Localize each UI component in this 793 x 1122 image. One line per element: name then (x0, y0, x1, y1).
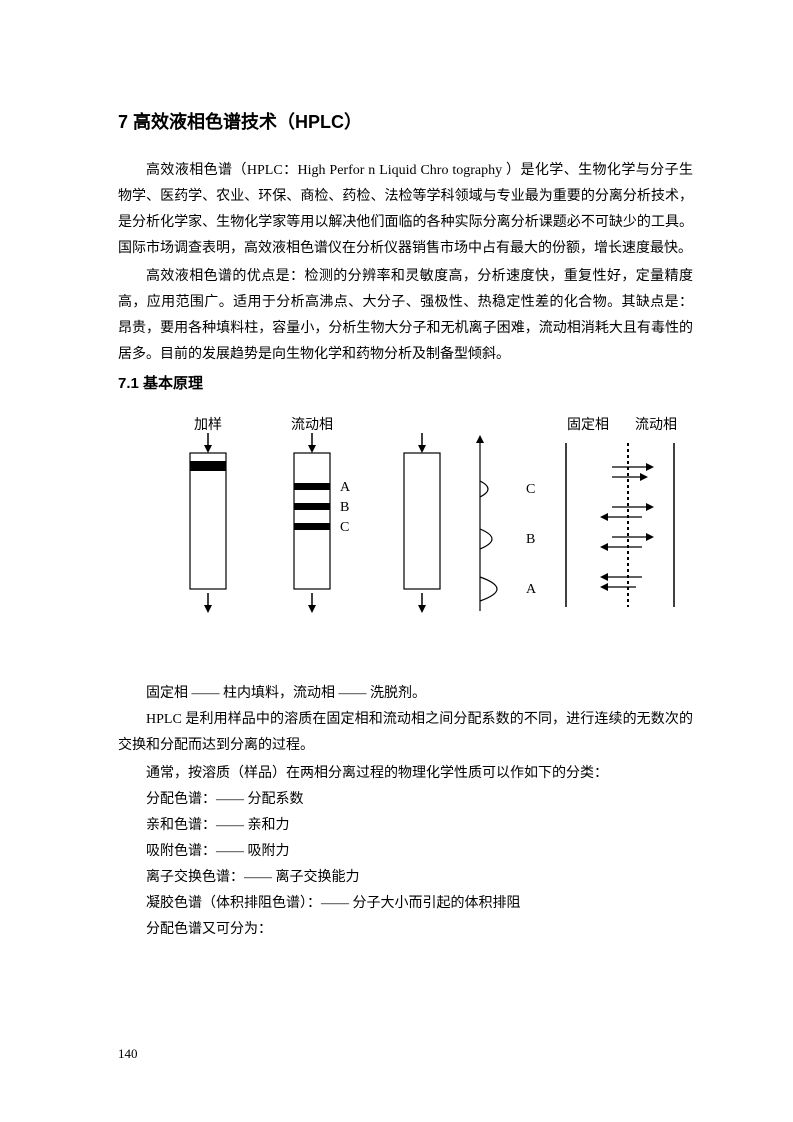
arr-2a-head (646, 503, 654, 511)
label-liudong-2: 流动相 (635, 417, 677, 433)
column-2-band-c (294, 523, 330, 530)
hplc-principle-diagram: 加样 流动相 A B C C B A 固定相 流动相 (118, 411, 693, 641)
arr-3b-head (600, 543, 608, 551)
peak-C (480, 481, 488, 497)
paragraph-3: 固定相 —— 柱内填料，流动相 —— 洗脱剂。 (118, 681, 693, 707)
arrowhead-in-3 (418, 445, 426, 453)
label-jiayang: 加样 (194, 417, 222, 433)
column-1 (190, 453, 226, 589)
column-2-band-a (294, 483, 330, 490)
column-2 (294, 453, 330, 589)
peak-label-A: A (526, 582, 537, 597)
arr-1b-head (640, 473, 648, 481)
arr-4b-head (600, 583, 608, 591)
chrom-arrowhead (476, 435, 484, 443)
list-item-4: 离子交换色谱：—— 离子交换能力 (118, 865, 693, 891)
label-guding: 固定相 (567, 417, 609, 433)
chapter-title: 7 高效液相色谱技术（HPLC） (118, 108, 693, 134)
paragraph-4: HPLC 是利用样品中的溶质在固定相和流动相之间分配系数的不同，进行连续的无数次… (118, 707, 693, 759)
arrowhead-out-2 (308, 605, 316, 613)
label-liudong-1: 流动相 (291, 417, 333, 433)
arrowhead-out-3 (418, 605, 426, 613)
paragraph-5: 通常，按溶质（样品）在两相分离过程的物理化学性质可以作如下的分类： (118, 761, 693, 787)
diagram-svg: 加样 流动相 A B C C B A 固定相 流动相 (118, 411, 678, 631)
section-heading: 7.1 基本原理 (118, 372, 693, 393)
arrowhead-in-2 (308, 445, 316, 453)
label-A: A (340, 480, 351, 495)
peak-B (480, 529, 492, 549)
peak-label-B: B (526, 532, 535, 547)
arr-2b-head (600, 513, 608, 521)
arr-3a-head (646, 533, 654, 541)
paragraph-2: 高效液相色谱的优点是：检测的分辨率和灵敏度高，分析速度快，重复性好，定量精度高，… (118, 264, 693, 368)
list-item-1: 分配色谱：—— 分配系数 (118, 787, 693, 813)
column-1-band (190, 461, 226, 471)
arr-4a-head (600, 573, 608, 581)
list-item-3: 吸附色谱：—— 吸附力 (118, 839, 693, 865)
arrowhead-out-1 (204, 605, 212, 613)
arr-1a-head (646, 463, 654, 471)
peak-A (480, 577, 497, 601)
list-item-6: 分配色谱又可分为： (118, 917, 693, 943)
page-number: 140 (118, 1046, 138, 1062)
label-C: C (340, 520, 349, 535)
peak-label-C: C (526, 482, 535, 497)
column-2-band-b (294, 503, 330, 510)
list-item-5: 凝胶色谱（体积排阻色谱）：—— 分子大小而引起的体积排阻 (118, 891, 693, 917)
paragraph-1: 高效液相色谱（HPLC：High Perfor n Liquid Chro to… (118, 158, 693, 262)
column-3 (404, 453, 440, 589)
list-item-2: 亲和色谱：—— 亲和力 (118, 813, 693, 839)
arrowhead-in-1 (204, 445, 212, 453)
label-B: B (340, 500, 349, 515)
